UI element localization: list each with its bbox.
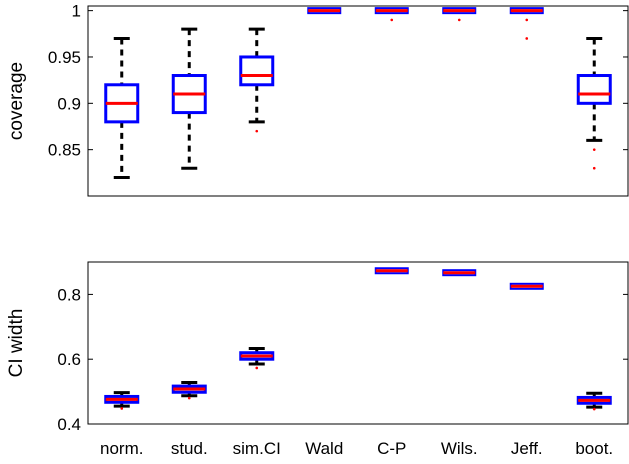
- xtick-label: norm.: [100, 439, 143, 458]
- xtick-label: Wald: [305, 439, 343, 458]
- outlier-point: [525, 18, 529, 22]
- xtick-label: C-P: [377, 439, 406, 458]
- ci-width-axes-frame: [87, 261, 629, 425]
- xtick-label: boot.: [575, 439, 613, 458]
- outlier-point: [120, 407, 124, 410]
- outlier-point: [525, 37, 529, 40]
- coverage-ytick-label: 1: [72, 2, 81, 21]
- xtick-label: Jeff.: [511, 439, 543, 458]
- outlier-point: [592, 407, 596, 411]
- xtick-label: sim.CI: [233, 439, 281, 458]
- coverage-axes-frame: [87, 5, 629, 197]
- ci-width-ylabel: CI width: [6, 309, 27, 378]
- xtick-label: Wils.: [441, 439, 478, 458]
- outlier-point: [592, 166, 596, 170]
- ci-width-ytick-label: 0.4: [57, 415, 81, 434]
- outlier-point: [187, 396, 191, 400]
- xtick-label: stud.: [171, 439, 208, 458]
- box: [576, 74, 612, 105]
- ci-width-ytick-label: 0.6: [57, 350, 81, 369]
- outlier-point: [592, 148, 596, 151]
- coverage-ytick-label: 0.9: [57, 94, 81, 113]
- box: [239, 55, 275, 87]
- outlier-point: [390, 18, 394, 22]
- coverage-ytick-label: 0.85: [48, 141, 81, 160]
- outlier-point: [255, 129, 259, 133]
- coverage-ylabel: coverage: [6, 62, 27, 140]
- outlier-point: [457, 18, 461, 22]
- ci-width-ytick-label: 0.8: [57, 285, 81, 304]
- coverage-ytick-label: 0.95: [48, 48, 81, 67]
- outlier-point: [255, 366, 259, 370]
